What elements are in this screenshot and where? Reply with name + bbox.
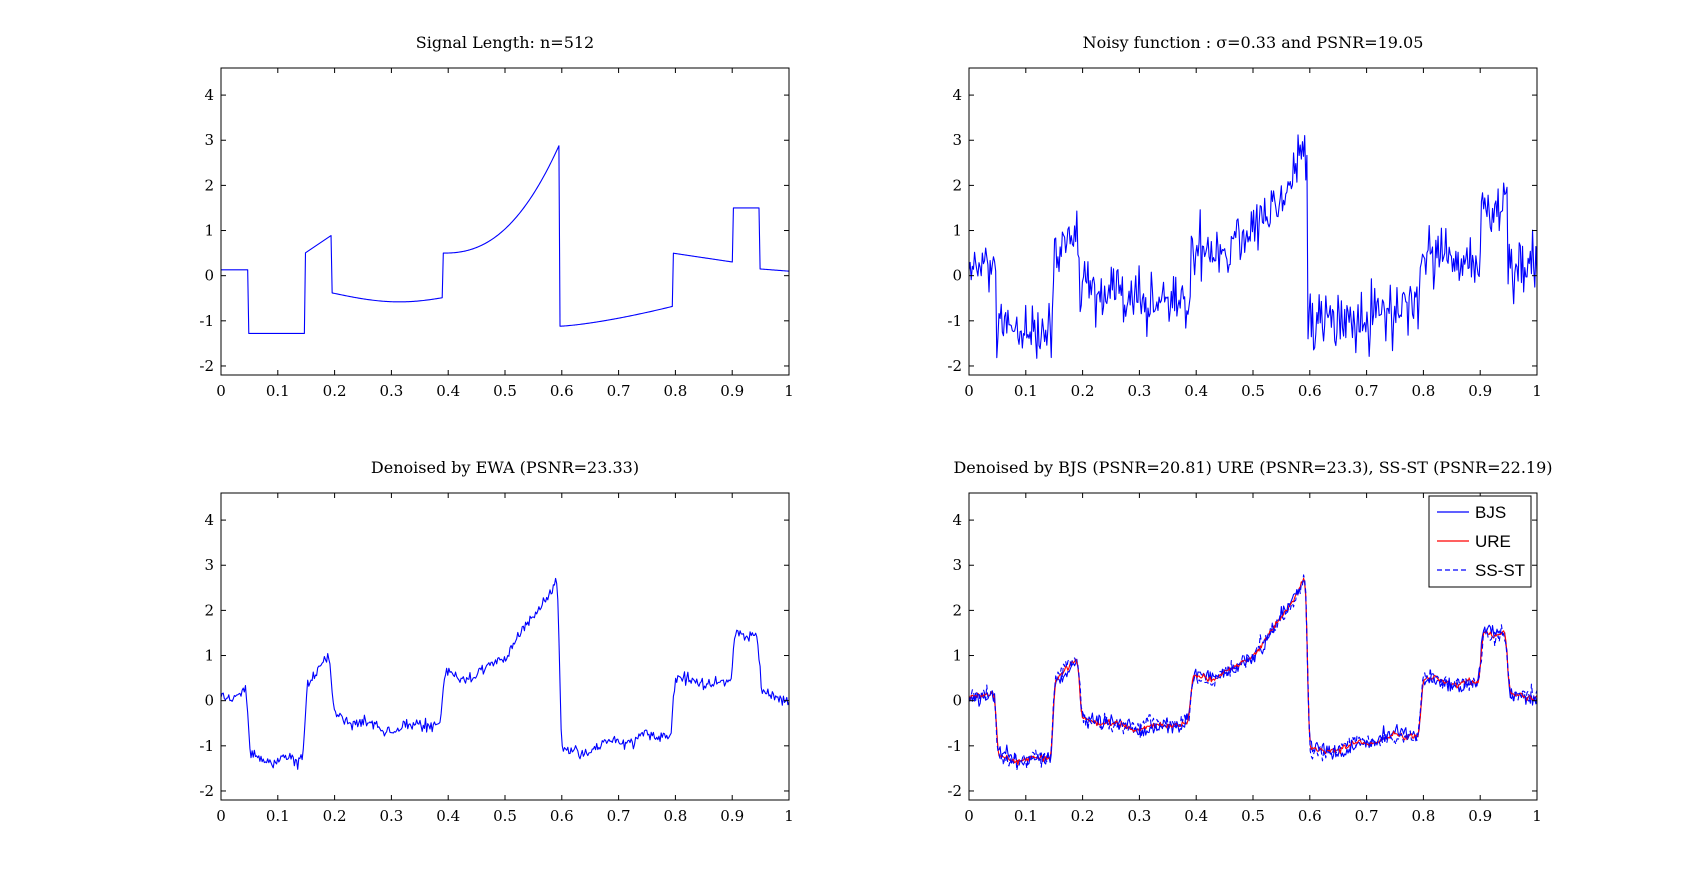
x-tick-label: 0.9 xyxy=(720,807,744,825)
x-tick-label: 0.2 xyxy=(1071,382,1095,400)
subplot-2: Noisy function : σ=0.33 and PSNR=19.05 0 0… xyxy=(947,33,1541,400)
plot-area xyxy=(969,574,1537,771)
x-tick-label: 0.8 xyxy=(1411,807,1435,825)
axes-box xyxy=(220,67,790,376)
plot-area xyxy=(969,134,1537,359)
x-tick-label: 0 xyxy=(964,807,974,825)
x-tick-label: 1 xyxy=(784,807,794,825)
x-tick-label: 0 xyxy=(964,382,974,400)
x-tick-label: 0.1 xyxy=(266,382,290,400)
legend-label: BJS xyxy=(1475,503,1506,522)
x-tick-label: 0.6 xyxy=(1298,807,1322,825)
subplot-4: Denoised by BJS (PSNR=20.81) URE (PSNR=2… xyxy=(947,458,1552,825)
x-tick-label: 0.6 xyxy=(550,382,574,400)
y-tick-label: 0 xyxy=(952,267,962,285)
y-tick-label: 4 xyxy=(952,86,962,104)
x-tick-label: 0.2 xyxy=(1071,807,1095,825)
x-tick-label: 0.3 xyxy=(379,382,403,400)
x-tick-label: 0.1 xyxy=(1014,382,1038,400)
y-tick-label: -2 xyxy=(947,357,962,375)
x-tick-label: 0.9 xyxy=(720,382,744,400)
plot-area xyxy=(221,577,789,770)
x-tick-label: 0.5 xyxy=(1241,382,1265,400)
y-tick-label: 2 xyxy=(952,176,962,194)
x-tick-label: 0.7 xyxy=(1355,807,1379,825)
x-tick-label: 0.7 xyxy=(607,382,631,400)
x-tick-label: 0.2 xyxy=(323,382,347,400)
x-tick-label: 0.1 xyxy=(266,807,290,825)
x-tick-label: 1 xyxy=(1532,382,1542,400)
y-tick-label: 1 xyxy=(952,647,962,665)
x-tick-label: 0.3 xyxy=(1127,807,1151,825)
y-tick-label: -2 xyxy=(199,357,214,375)
series-line-ure xyxy=(969,577,1537,766)
series-line-1 xyxy=(221,145,789,335)
x-tick-label: 0.6 xyxy=(1298,382,1322,400)
series-line-bjs xyxy=(969,578,1537,766)
x-tick-label: 0.4 xyxy=(1184,807,1208,825)
y-tick-label: 2 xyxy=(952,601,962,619)
series-line-1 xyxy=(969,134,1537,359)
y-tick-label: -2 xyxy=(199,782,214,800)
y-tick-label: 0 xyxy=(204,692,214,710)
x-tick-label: 0.1 xyxy=(1014,807,1038,825)
y-tick-label: 0 xyxy=(204,267,214,285)
y-tick-label: 3 xyxy=(952,131,962,149)
y-tick-label: 2 xyxy=(204,601,214,619)
y-tick-label: 3 xyxy=(952,556,962,574)
y-tick-label: 1 xyxy=(204,222,214,240)
legend: BJS URE SS-ST xyxy=(1428,495,1532,588)
x-tick-label: 0.3 xyxy=(379,807,403,825)
y-tick-label: -1 xyxy=(199,737,214,755)
x-tick-label: 0.5 xyxy=(493,382,517,400)
y-tick-label: 4 xyxy=(204,511,214,529)
axes-box xyxy=(220,492,790,801)
y-tick-label: -2 xyxy=(947,782,962,800)
y-tick-label: 0 xyxy=(952,692,962,710)
y-tick-label: 3 xyxy=(204,131,214,149)
subplot-title: Denoised by EWA (PSNR=23.33) xyxy=(371,458,639,477)
x-tick-label: 0.4 xyxy=(436,382,460,400)
legend-label: URE xyxy=(1475,532,1511,551)
series-line-ss-st xyxy=(969,574,1537,771)
subplot-title: Noisy function : σ=0.33 and PSNR=19.05 xyxy=(1083,33,1424,52)
x-tick-label: 0.2 xyxy=(323,807,347,825)
y-tick-label: 3 xyxy=(204,556,214,574)
x-tick-label: 0.4 xyxy=(1184,382,1208,400)
subplot-1: Signal Length: n=512 0 0.1 0.2 0.3 0.4 0.5 0.6 0… xyxy=(199,33,793,400)
y-tick-label: -1 xyxy=(947,312,962,330)
x-tick-label: 0.7 xyxy=(607,807,631,825)
y-tick-label: 4 xyxy=(952,511,962,529)
y-tick-label: 1 xyxy=(204,647,214,665)
y-tick-label: 2 xyxy=(204,176,214,194)
x-tick-label: 0.3 xyxy=(1127,382,1151,400)
x-tick-label: 0.8 xyxy=(663,807,687,825)
y-tick-label: 1 xyxy=(952,222,962,240)
x-tick-label: 0.4 xyxy=(436,807,460,825)
x-tick-label: 0.6 xyxy=(550,807,574,825)
series-line-1 xyxy=(221,577,789,770)
x-tick-label: 0.5 xyxy=(493,807,517,825)
y-tick-label: -1 xyxy=(199,312,214,330)
x-tick-label: 1 xyxy=(784,382,794,400)
legend-label: SS-ST xyxy=(1475,561,1525,580)
subplot-title: Denoised by BJS (PSNR=20.81) URE (PSNR=2… xyxy=(953,458,1552,477)
x-tick-label: 0.9 xyxy=(1468,382,1492,400)
y-tick-label: -1 xyxy=(947,737,962,755)
x-tick-label: 0.5 xyxy=(1241,807,1265,825)
x-tick-label: 0 xyxy=(216,807,226,825)
x-tick-label: 0.9 xyxy=(1468,807,1492,825)
subplot-3: Denoised by EWA (PSNR=23.33) 0 0.1 0.2 0.3 0.… xyxy=(199,458,793,825)
x-tick-label: 0.8 xyxy=(663,382,687,400)
x-tick-label: 0.8 xyxy=(1411,382,1435,400)
plot-area xyxy=(221,145,789,335)
x-tick-label: 0 xyxy=(216,382,226,400)
subplot-title: Signal Length: n=512 xyxy=(416,33,594,52)
x-tick-label: 0.7 xyxy=(1355,382,1379,400)
y-tick-label: 4 xyxy=(204,86,214,104)
x-tick-label: 1 xyxy=(1532,807,1542,825)
